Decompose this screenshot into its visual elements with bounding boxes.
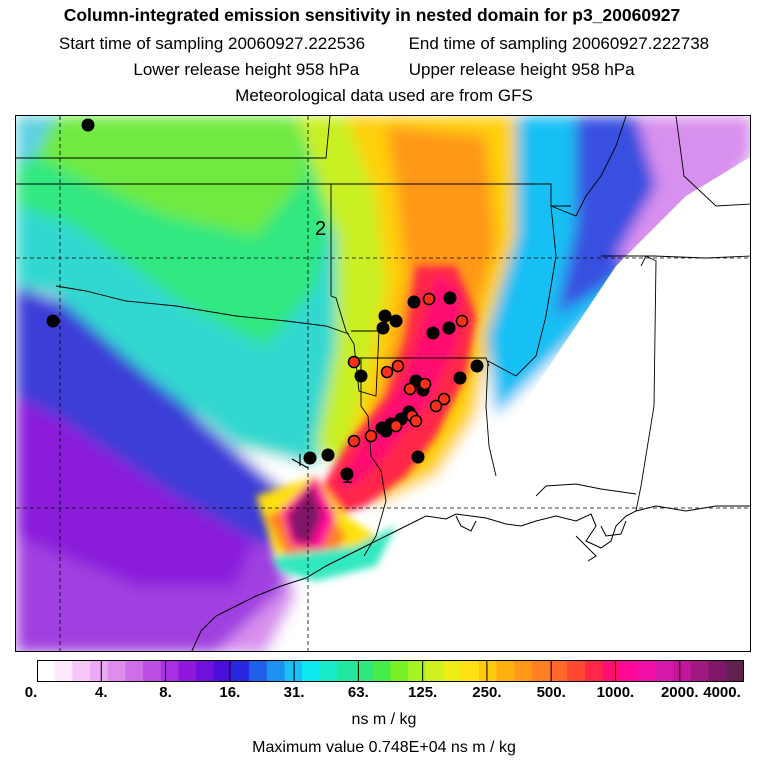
colorbar-swatch [302, 660, 321, 682]
colorbar-swatch [496, 660, 515, 682]
met-data-note: Meteorological data used are from GFS [235, 86, 533, 105]
colorbar-swatch [690, 660, 710, 682]
colorbar-swatch [37, 660, 56, 682]
colorbar-swatch [461, 660, 480, 682]
colorbar-swatch [425, 660, 445, 682]
colorbar-swatch [90, 660, 109, 682]
colorbar-swatch [620, 660, 639, 682]
eastern-land-blank [506, 157, 750, 514]
colorbar-swatch [196, 660, 215, 682]
colorbar-swatch [284, 660, 303, 682]
colorbar-swatch [107, 660, 126, 682]
colorbar-swatch [249, 660, 268, 682]
sampling-times: Start time of sampling 20060927.222536 E… [0, 34, 768, 54]
sensitivity-field [16, 116, 750, 651]
upper-release-height: Upper release height 958 hPa [408, 60, 635, 79]
colorbar-tick-label: 8. [159, 684, 172, 701]
colorbar-swatch [72, 660, 91, 682]
colorbar-tick-label: 2000. [660, 684, 699, 701]
colorbar-swatch [337, 660, 356, 682]
colorbar-tick-label: 31. [283, 684, 305, 701]
sample-points-red [347, 292, 469, 448]
colorbar-tick-label: 125. [408, 684, 438, 701]
colorbar-swatch [143, 660, 162, 682]
release-heights: Lower release height 958 hPa Upper relea… [0, 60, 768, 80]
colorbar-swatch [584, 660, 604, 682]
colorbar-tick-label: 500. [536, 684, 566, 701]
colorbar-swatch [602, 660, 621, 682]
colorbar-tick-label: 4000. [703, 684, 741, 701]
lower-release-height: Lower release height 958 hPa [133, 60, 360, 79]
map-canvas: 2 1 [16, 116, 750, 651]
colorbar-swatch [637, 660, 657, 682]
colorbar-swatch [673, 660, 692, 682]
coastline [191, 505, 750, 651]
colorbar-swatch [514, 660, 533, 682]
colorbar-tick-label: 16. [219, 684, 241, 701]
lat-lon-grid [16, 116, 750, 651]
colorbar-swatch [478, 660, 498, 682]
marker-2: 2 [315, 218, 326, 240]
colorbar-swatch [160, 660, 179, 682]
colorbar-swatch [178, 660, 197, 682]
colorbar-swatch [266, 660, 285, 682]
colorbar-tick-label: 63. [347, 684, 369, 701]
start-time: Start time of sampling 20060927.222536 [58, 34, 366, 53]
end-time: End time of sampling 20060927.222738 [408, 34, 710, 53]
colorbar-swatch [125, 660, 144, 682]
colorbar-frame [37, 660, 744, 682]
sensitivity-map: 2 1 [15, 115, 751, 652]
map-title: Column-integrated emission sensitivity i… [63, 5, 681, 25]
colorbar-tick-label: 1000. [596, 684, 635, 701]
colorbar-swatch [708, 660, 727, 682]
colorbar-swatches [37, 660, 745, 682]
colorbar-swatch [655, 660, 674, 682]
colorbar-swatch [372, 660, 391, 682]
colorbar-swatch [231, 660, 250, 682]
colorbar-swatch [726, 660, 745, 682]
colorbar-swatch [319, 660, 338, 682]
colorbar-tick-label: 250. [472, 684, 502, 701]
colorbar-swatch [408, 660, 427, 682]
colorbar-units: ns m / kg [351, 711, 417, 728]
colorbar-swatch [531, 660, 551, 682]
colorbar-swatch [355, 660, 374, 682]
colorbar [37, 660, 745, 682]
colorbar-tick-label: 0. [24, 684, 38, 701]
colorbar-swatch [567, 660, 586, 682]
maximum-value: Maximum value 0.748E+04 ns m / kg [252, 739, 516, 756]
colorbar-swatch [390, 660, 409, 682]
state-boundaries [16, 116, 750, 557]
colorbar-swatch [443, 660, 462, 682]
colorbar-tick-label: 4. [95, 684, 108, 701]
colorbar-swatch [54, 660, 73, 682]
colorbar-ticks: 0. 4. 8. 16. 31. 63. 125. 250. 500. 1000. 2000. 400… [0, 684, 768, 706]
gulf-of-mexico [337, 504, 750, 651]
colorbar-swatch [549, 660, 568, 682]
colorbar-swatch [213, 660, 232, 682]
